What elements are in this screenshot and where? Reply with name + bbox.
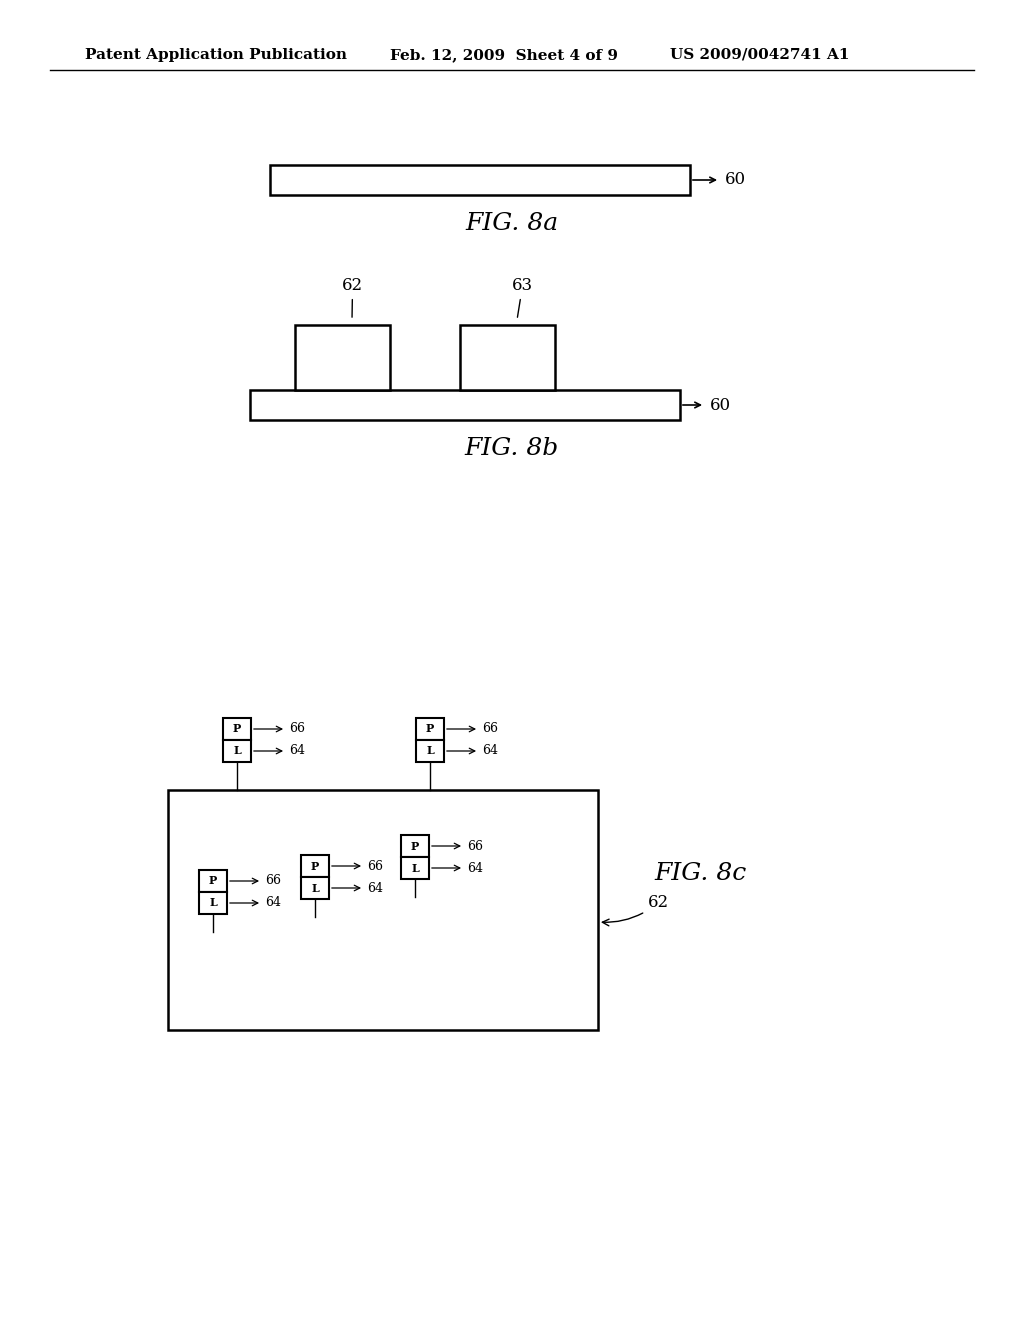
Text: L: L — [426, 746, 434, 756]
Bar — [416, 741, 444, 762]
Bar — [199, 892, 227, 913]
Text: P: P — [209, 875, 217, 887]
Text: 62: 62 — [602, 894, 669, 925]
Text: 63: 63 — [512, 277, 534, 317]
Bar — [295, 325, 390, 389]
Bar — [401, 836, 429, 857]
Bar — [301, 855, 329, 876]
Text: 64: 64 — [289, 744, 305, 758]
Bar — [301, 876, 329, 899]
Text: FIG. 8b: FIG. 8b — [465, 437, 559, 459]
Text: FIG. 8c: FIG. 8c — [654, 862, 746, 884]
Text: 66: 66 — [367, 859, 383, 873]
Bar — [270, 165, 690, 195]
Text: L: L — [233, 746, 241, 756]
Text: 66: 66 — [482, 722, 498, 735]
Text: P: P — [411, 841, 419, 851]
Text: 60: 60 — [710, 396, 731, 413]
Text: 64: 64 — [265, 896, 281, 909]
Text: 66: 66 — [467, 840, 483, 853]
Text: 66: 66 — [265, 874, 281, 887]
Text: L: L — [209, 898, 217, 908]
Text: 60: 60 — [725, 172, 746, 189]
Text: P: P — [426, 723, 434, 734]
Text: L: L — [311, 883, 318, 894]
Text: Feb. 12, 2009  Sheet 4 of 9: Feb. 12, 2009 Sheet 4 of 9 — [390, 48, 618, 62]
Text: FIG. 8a: FIG. 8a — [466, 213, 558, 235]
Bar — [416, 718, 444, 741]
Bar — [199, 870, 227, 892]
Bar — [168, 789, 598, 1030]
Bar — [460, 325, 555, 389]
Text: 64: 64 — [367, 882, 383, 895]
Text: 64: 64 — [467, 862, 483, 874]
Text: 64: 64 — [482, 744, 498, 758]
Text: US 2009/0042741 A1: US 2009/0042741 A1 — [670, 48, 850, 62]
Bar — [401, 857, 429, 879]
Bar — [250, 389, 680, 420]
Bar — [223, 718, 251, 741]
Text: 62: 62 — [342, 277, 364, 317]
Text: P: P — [311, 861, 319, 871]
Text: Patent Application Publication: Patent Application Publication — [85, 48, 347, 62]
Text: P: P — [232, 723, 241, 734]
Text: 66: 66 — [289, 722, 305, 735]
Bar — [223, 741, 251, 762]
Text: L: L — [411, 862, 419, 874]
